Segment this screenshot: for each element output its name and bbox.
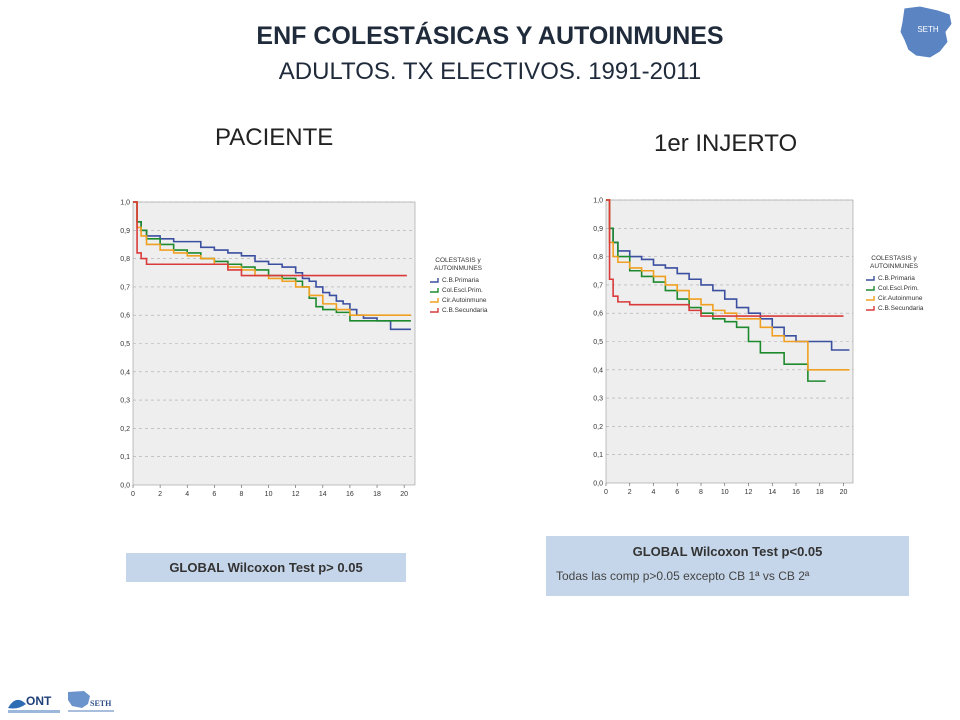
legend-swatch — [430, 288, 439, 293]
legend-title: COLESTASIS y — [435, 257, 481, 264]
x-tick-label: 2 — [158, 491, 162, 498]
y-tick-label: 1,0 — [120, 200, 130, 207]
x-tick-label: 18 — [373, 491, 381, 498]
seth-logo: SETH — [68, 691, 114, 712]
x-tick-label: 16 — [792, 489, 800, 496]
x-tick-label: 8 — [699, 489, 703, 496]
legend-entry: C.B.Primaria — [442, 277, 479, 284]
y-tick-label: 0,1 — [120, 454, 130, 461]
legend-swatch — [430, 278, 439, 283]
series-line-cirautoinmune — [133, 201, 411, 316]
x-tick-label: 14 — [768, 489, 776, 496]
y-tick-label: 0,7 — [593, 282, 603, 289]
x-tick-label: 16 — [346, 491, 354, 498]
legend-entry: Cir.Autoinmune — [442, 297, 487, 304]
y-tick-label: 0,1 — [593, 452, 603, 459]
x-tick-label: 20 — [840, 489, 848, 496]
logo-text: SETH — [917, 25, 939, 34]
legend-entry: Col.Escl.Prim. — [878, 285, 919, 292]
x-tick-label: 6 — [212, 491, 216, 498]
x-tick-label: 10 — [265, 491, 273, 498]
legend-swatch — [430, 308, 439, 313]
y-tick-label: 0,6 — [120, 313, 130, 320]
y-tick-label: 0,0 — [593, 481, 603, 488]
y-tick-label: 0,3 — [120, 398, 130, 405]
y-tick-label: 0,5 — [120, 341, 130, 348]
legend-swatch — [866, 276, 875, 281]
legend-entry: C.B.Secundaria — [442, 307, 488, 314]
series-line-cirautoinmune — [606, 199, 850, 371]
y-tick-label: 0,4 — [593, 367, 603, 374]
y-tick-label: 1,0 — [593, 198, 603, 205]
legend-title: COLESTASIS y — [871, 255, 917, 262]
x-tick-label: 2 — [628, 489, 632, 496]
series-line-colesclprim — [133, 201, 411, 322]
legend-swatch — [866, 296, 875, 301]
x-tick-label: 20 — [400, 491, 408, 498]
y-tick-label: 0,2 — [593, 424, 603, 431]
y-tick-label: 0,3 — [593, 396, 603, 403]
y-tick-label: 0,9 — [593, 226, 603, 233]
wilcoxon-title-injerto: GLOBAL Wilcoxon Test p<0.05 — [632, 544, 823, 559]
wilcoxon-note-injerto: Todas las comp p>0.05 excepto CB 1ª vs C… — [556, 569, 810, 583]
x-tick-label: 0 — [604, 489, 608, 496]
wilcoxon-title-paciente: GLOBAL Wilcoxon Test p> 0.05 — [169, 560, 363, 575]
chart-injerto: 0,0 0,1 0,2 0,3 0,4 0,5 0,6 0,7 0,8 0,9 1,0 0 2 4 6 8 10… — [593, 198, 924, 497]
x-tick-label: 14 — [319, 491, 327, 498]
spain-map-icon: SETH — [899, 5, 953, 59]
y-tick-label: 0,7 — [120, 284, 130, 291]
chart-paciente: 0,0 0,1 0,2 0,3 0,4 0,5 0,6 0,7 0,8 0,9 1,0 0 2 4 6 8 10… — [120, 200, 488, 499]
x-tick-label: 0 — [131, 491, 135, 498]
series-line-cbsecundaria — [133, 201, 407, 277]
x-tick-label: 18 — [816, 489, 824, 496]
y-tick-label: 0,2 — [120, 426, 130, 433]
x-tick-label: 12 — [745, 489, 753, 496]
chart-title-paciente: PACIENTE — [215, 124, 334, 151]
series-line-cbprimaria — [133, 201, 411, 331]
series-line-colesclprim — [606, 199, 826, 382]
wilcoxon-box-paciente: GLOBAL Wilcoxon Test p> 0.05 — [126, 553, 406, 582]
ont-logo: ONT — [8, 694, 60, 713]
y-tick-label: 0,9 — [120, 228, 130, 235]
y-tick-label: 0,8 — [120, 256, 130, 263]
series-line-cbprimaria — [606, 199, 850, 351]
seth-logo-text: SETH — [90, 699, 112, 708]
legend-swatch — [866, 286, 875, 291]
y-tick-label: 0,4 — [120, 369, 130, 376]
legend-swatch — [866, 306, 875, 311]
x-tick-label: 4 — [652, 489, 656, 496]
ont-logo-text: ONT — [26, 694, 52, 708]
x-tick-label: 10 — [721, 489, 729, 496]
y-tick-label: 0,8 — [593, 254, 603, 261]
legend-title: AUTOINMUNES — [870, 263, 919, 270]
legend-entry: C.B.Secundaria — [878, 305, 924, 312]
legend-entry: C.B.Primaria — [878, 275, 915, 282]
slide-subtitle: ADULTOS. TX ELECTIVOS. 1991-2011 — [278, 58, 702, 85]
y-tick-label: 0,5 — [593, 339, 603, 346]
x-tick-label: 6 — [675, 489, 679, 496]
chart-title-injerto: 1er INJERTO — [654, 130, 798, 157]
legend-swatch — [430, 298, 439, 303]
x-tick-label: 12 — [292, 491, 300, 498]
slide-title: ENF COLESTÁSICAS Y AUTOINMUNES — [256, 22, 724, 50]
x-tick-label: 8 — [240, 491, 244, 498]
wilcoxon-box-injerto: GLOBAL Wilcoxon Test p<0.05 Todas las co… — [546, 536, 909, 596]
legend-entry: Cir.Autoinmune — [878, 295, 923, 302]
x-tick-label: 4 — [185, 491, 189, 498]
y-tick-label: 0,6 — [593, 311, 603, 318]
y-tick-label: 0,0 — [120, 483, 130, 490]
legend-entry: Col.Escl.Prim. — [442, 287, 483, 294]
legend-title: AUTOINMUNES — [434, 265, 483, 272]
series-line-cbsecundaria — [606, 199, 844, 317]
